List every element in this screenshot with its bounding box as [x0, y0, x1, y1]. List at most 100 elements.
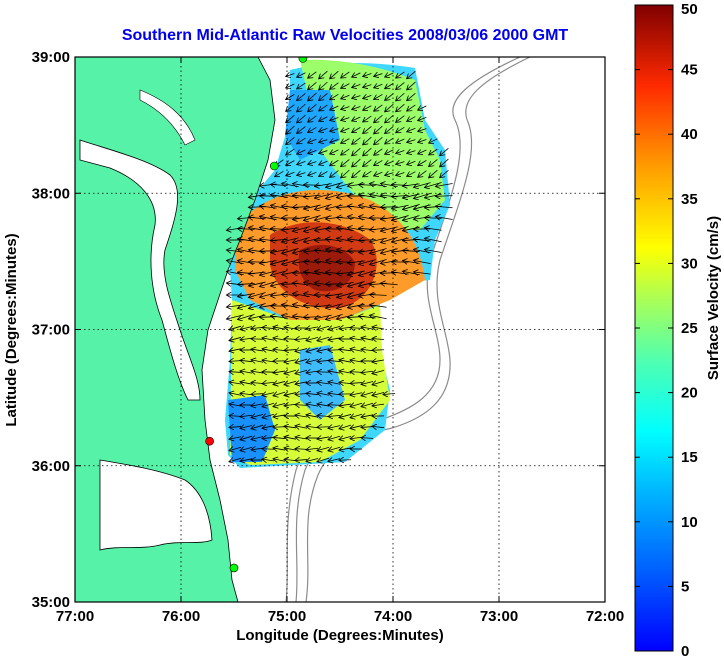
velocity-arrow	[319, 117, 328, 122]
velocity-arrow	[418, 150, 427, 154]
velocity-arrow	[229, 437, 242, 439]
velocity-arrow	[317, 349, 330, 352]
velocity-arrow	[328, 436, 341, 440]
velocity-arrow	[240, 326, 253, 329]
velocity-arrow	[418, 129, 427, 132]
velocity-arrow	[308, 115, 317, 122]
velocity-arrow	[341, 148, 350, 155]
velocity-arrow	[396, 139, 405, 143]
velocity-arrow	[306, 327, 319, 329]
station-marker	[205, 436, 214, 446]
velocity-arrow	[363, 170, 372, 177]
velocity-arrow	[374, 172, 383, 176]
velocity-arrow	[352, 158, 361, 167]
velocity-arrow	[396, 92, 405, 101]
velocity-arrow	[339, 436, 352, 439]
velocity-arrow	[317, 447, 330, 450]
velocity-arrow	[440, 148, 449, 155]
velocity-arrow	[363, 74, 372, 77]
velocity-arrow	[341, 128, 350, 131]
velocity-arrow	[295, 370, 308, 373]
y-axis-label: Latitude (Degrees:Minutes)	[3, 233, 20, 426]
velocity-arrow	[308, 103, 317, 111]
velocity-arrow	[385, 114, 394, 123]
velocity-arrow	[251, 360, 264, 362]
y-tick-label: 39:00	[32, 49, 70, 66]
velocity-arrow	[352, 137, 361, 145]
y-axis: 39:00 38:00 37:00 36:00 35:00	[32, 49, 605, 611]
chart-title: Southern Mid-Atlantic Raw Velocities 200…	[122, 27, 569, 44]
velocity-arrow	[306, 448, 319, 450]
velocity-arrow	[385, 103, 394, 112]
velocity-arrow	[339, 425, 352, 429]
velocity-arrow	[295, 359, 308, 363]
velocity-arrow	[418, 160, 427, 165]
velocity-arrow	[396, 162, 405, 165]
station-marker	[229, 563, 239, 573]
velocity-arrow	[330, 139, 339, 142]
velocity-arrow	[251, 436, 264, 439]
velocity-arrow	[297, 73, 306, 77]
velocity-vectors	[226, 70, 453, 462]
colorbar-tick-label: 20	[681, 385, 698, 402]
velocity-arrow	[440, 158, 449, 167]
velocity-arrow	[350, 393, 363, 395]
velocity-arrow	[339, 414, 352, 417]
velocity-arrow	[372, 338, 385, 339]
y-tick-label: 36:00	[32, 458, 70, 475]
velocity-arrow	[380, 283, 398, 285]
velocity-arrow	[413, 260, 431, 263]
velocity-arrow	[330, 129, 339, 132]
velocity-arrow	[273, 392, 286, 396]
velocity-arrow	[308, 151, 317, 154]
velocity-arrow	[363, 126, 372, 133]
velocity-arrow	[396, 115, 405, 123]
velocity-arrow	[350, 328, 363, 329]
velocity-arrow	[407, 151, 416, 154]
velocity-arrow	[372, 381, 385, 385]
velocity-arrow	[385, 126, 394, 133]
velocity-arrow	[286, 125, 295, 134]
velocity-arrow	[308, 81, 317, 89]
velocity-arrow	[240, 393, 253, 395]
velocity-arrow	[383, 393, 396, 394]
velocity-arrow	[319, 81, 328, 90]
x-axis-label: Longitude (Degrees:Minutes)	[236, 627, 444, 644]
velocity-arrow	[385, 173, 394, 176]
velocity-arrow	[240, 382, 253, 384]
velocity-arrow	[396, 71, 405, 78]
velocity-arrow	[328, 393, 341, 395]
velocity-arrow	[407, 93, 416, 100]
velocity-arrow	[284, 381, 297, 385]
velocity-arrow	[429, 148, 438, 155]
velocity-arrow	[352, 117, 361, 121]
x-tick-label: 73:00	[480, 608, 518, 625]
colorbar-tick-label: 50	[681, 1, 698, 18]
velocity-arrow	[385, 137, 394, 144]
velocity-arrow	[372, 360, 385, 362]
velocity-arrow	[328, 338, 341, 340]
velocity-arrow	[396, 150, 405, 153]
velocity-arrow	[396, 103, 405, 112]
velocity-arrow	[297, 173, 306, 176]
velocity-arrow	[352, 73, 361, 77]
velocity-arrow	[385, 161, 394, 164]
velocity-arrow	[374, 125, 383, 134]
velocity-arrow	[240, 436, 253, 440]
velocity-arrow	[286, 114, 295, 123]
velocity-arrow	[352, 96, 361, 99]
velocity-arrow	[429, 139, 438, 143]
velocity-arrow	[251, 382, 264, 383]
velocity-arrow	[385, 93, 394, 101]
velocity-arrow	[361, 338, 374, 340]
velocity-arrow	[339, 382, 352, 383]
velocity-arrow	[350, 414, 363, 418]
velocity-arrow	[369, 295, 387, 296]
velocity-arrow	[341, 71, 350, 78]
velocity-arrow	[295, 449, 308, 450]
velocity-arrow	[350, 437, 363, 439]
velocity-arrow	[273, 338, 286, 340]
velocity-arrow	[407, 140, 416, 143]
velocity-arrow	[424, 228, 442, 231]
velocity-arrow	[407, 171, 416, 177]
